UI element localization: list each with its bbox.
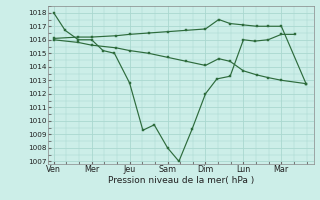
X-axis label: Pression niveau de la mer( hPa ): Pression niveau de la mer( hPa ) [108,176,254,185]
